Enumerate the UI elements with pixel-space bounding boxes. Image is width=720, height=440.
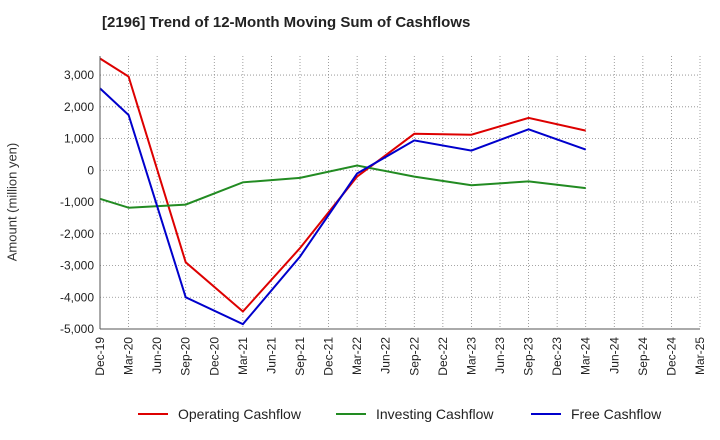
x-tick-label: Jun-21 [264, 337, 278, 374]
y-tick-label: -1,000 [60, 195, 94, 209]
x-tick-label: Dec-21 [322, 337, 336, 376]
y-tick-label: 0 [87, 163, 94, 177]
x-tick-label: Sep-21 [293, 337, 307, 376]
legend-label: Operating Cashflow [178, 406, 302, 422]
chart-title: [2196] Trend of 12-Month Moving Sum of C… [102, 14, 471, 31]
x-tick-label: Mar-23 [464, 337, 478, 375]
x-tick-label: Jun-20 [150, 337, 164, 374]
plot-area [100, 56, 700, 329]
series-line-operating-cashflow [99, 57, 586, 313]
x-tick-label: Sep-20 [179, 337, 193, 376]
x-tick-label: Dec-24 [664, 337, 678, 376]
x-tick-label: Dec-20 [207, 337, 221, 376]
x-tick-label: Sep-23 [522, 337, 536, 376]
series-line-free-cashflow [99, 87, 587, 326]
x-tick-label: Mar-21 [236, 337, 250, 375]
y-tick-label: -3,000 [60, 259, 94, 273]
y-tick-label: 2,000 [64, 100, 94, 114]
x-tick-label: Dec-22 [436, 337, 450, 376]
x-tick-label: Mar-25 [693, 337, 707, 375]
x-tick-label: Mar-22 [350, 337, 364, 375]
x-tick-label: Jun-24 [607, 337, 621, 374]
x-tick-label: Sep-22 [407, 337, 421, 376]
x-tick-label: Mar-24 [579, 337, 593, 375]
y-tick-label: 1,000 [64, 132, 94, 146]
y-tick-label: -5,000 [60, 322, 94, 336]
legend-label: Investing Cashflow [376, 406, 494, 422]
x-tick-label: Dec-19 [93, 337, 107, 376]
legend-label: Free Cashflow [571, 406, 662, 422]
x-tick-label: Dec-23 [550, 337, 564, 376]
x-tick-label: Mar-20 [122, 337, 136, 375]
x-tick-label: Jun-23 [493, 337, 507, 374]
x-tick-label: Jun-22 [379, 337, 393, 374]
y-tick-label: -2,000 [60, 227, 94, 241]
x-tick-label: Sep-24 [636, 337, 650, 376]
y-tick-label: 3,000 [64, 68, 94, 82]
y-tick-label: -4,000 [60, 290, 94, 304]
